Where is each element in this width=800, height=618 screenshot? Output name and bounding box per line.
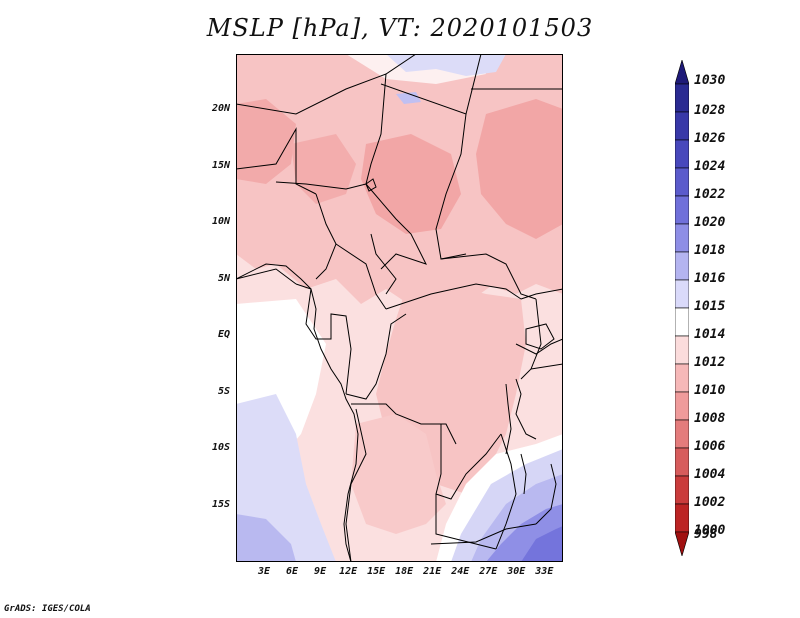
colorbar-swatch — [675, 195, 689, 225]
map-title: MSLP [hPa], VT: 2020101503 — [206, 14, 594, 42]
border-line — [435, 494, 497, 550]
mslp-map — [236, 54, 563, 562]
colorbar-label: 1002 — [694, 495, 726, 510]
colorbar-swatch — [675, 279, 689, 309]
border-line — [520, 288, 563, 300]
colorbar-label: 1014 — [694, 327, 726, 342]
colorbar-label: 1012 — [694, 355, 726, 370]
border-line — [365, 183, 427, 270]
colorbar-swatch — [675, 419, 689, 449]
lake-victoria — [525, 323, 555, 350]
colorbar-swatch — [675, 447, 689, 477]
colorbar-swatch — [675, 167, 689, 197]
latitude-tick-label: 10N — [211, 216, 230, 228]
border-line — [530, 363, 563, 370]
border-line — [275, 181, 367, 190]
colorbar-label: 1026 — [694, 131, 726, 146]
colorbar — [675, 60, 689, 556]
colorbar-label: 1016 — [694, 271, 726, 286]
lake-chad — [365, 178, 377, 192]
colorbar-label: 1010 — [694, 383, 726, 398]
border-line — [515, 338, 563, 355]
colorbar-label: 1000 — [694, 523, 726, 538]
colorbar-swatch — [675, 363, 689, 393]
field-1016-north-blob — [396, 92, 421, 104]
colorbar-label: 998 — [694, 527, 718, 542]
colorbar-label: 1018 — [694, 243, 726, 258]
coastline — [236, 263, 359, 562]
border-line — [435, 424, 502, 500]
border-line — [236, 268, 297, 285]
colorbar-swatch — [675, 223, 689, 253]
colorbar-swatch — [675, 335, 689, 365]
colorbar-swatch — [675, 503, 689, 533]
colorbar-swatch — [675, 139, 689, 169]
border-line — [385, 283, 522, 310]
colorbar-swatch — [675, 475, 689, 505]
latitude-tick-label: 5N — [217, 272, 230, 284]
credit-footer: GrADS: IGES/COLA — [4, 604, 91, 614]
latitude-tick-label: 15N — [211, 159, 230, 171]
border-line — [515, 378, 537, 440]
longitude-tick-label: 9E — [314, 566, 327, 577]
longitude-tick-label: 27E — [479, 566, 498, 577]
border-line — [440, 253, 537, 300]
border-line — [370, 233, 397, 295]
colorbar-swatch — [675, 251, 689, 281]
colorbar-swatch — [675, 60, 689, 85]
colorbar-swatch — [675, 111, 689, 141]
border-line — [535, 463, 557, 525]
border-line — [520, 298, 542, 380]
latitude-tick-label: EQ — [217, 329, 230, 341]
colorbar-swatch — [675, 391, 689, 421]
colorbar-label: 1008 — [694, 411, 726, 426]
latitude-tick-label: 10S — [211, 442, 230, 454]
field-1008-central — [291, 134, 356, 204]
longitude-tick-label: 6E — [286, 566, 299, 577]
colorbar-label: 1020 — [694, 215, 726, 230]
field-1008-west — [236, 99, 296, 184]
border-line — [380, 54, 482, 115]
colorbar-label: 1015 — [694, 299, 726, 314]
longitude-tick-label: 15E — [367, 566, 386, 577]
field-1010-angola — [351, 414, 446, 534]
border-line — [236, 127, 317, 195]
longitude-tick-label: 33E — [535, 566, 554, 577]
border-line — [236, 54, 417, 115]
field-1008-chad — [361, 134, 461, 234]
colorbar-label: 1022 — [694, 187, 726, 202]
border-line — [430, 523, 537, 545]
colorbar-label: 1030 — [694, 72, 726, 88]
border-line — [495, 433, 517, 550]
colorbar-label: 1024 — [694, 159, 726, 174]
lake-malawi — [520, 453, 527, 495]
border-line — [335, 243, 387, 310]
colorbar-swatch — [675, 307, 689, 337]
border-line — [345, 313, 407, 400]
field-1016-atlantic — [236, 514, 296, 562]
longitude-tick-label: 12E — [339, 566, 358, 577]
field-1008-sudan — [476, 99, 563, 239]
field-1020-southeast — [521, 526, 563, 562]
field-1015-north — [386, 54, 506, 76]
border-line — [295, 283, 352, 395]
colorbar-swatch — [675, 83, 689, 113]
colorbar-label: 1028 — [694, 103, 726, 118]
longitude-tick-label: 18E — [395, 566, 414, 577]
longitude-tick-label: 24E — [451, 566, 470, 577]
border-line — [365, 73, 387, 185]
latitude-tick-label: 5S — [217, 385, 230, 397]
border-line — [351, 403, 457, 445]
latitude-tick-label: 15S — [211, 498, 230, 510]
longitude-tick-label: 30E — [507, 566, 526, 577]
colorbar-swatch — [675, 531, 689, 556]
colorbar-label: 1004 — [694, 467, 726, 482]
colorbar-label: 1006 — [694, 439, 726, 454]
longitude-tick-label: 21E — [423, 566, 442, 577]
borders — [236, 54, 563, 562]
lake-tanganyika — [505, 383, 512, 455]
longitude-tick-label: 3E — [257, 566, 271, 577]
latitude-tick-label: 20N — [211, 103, 230, 115]
